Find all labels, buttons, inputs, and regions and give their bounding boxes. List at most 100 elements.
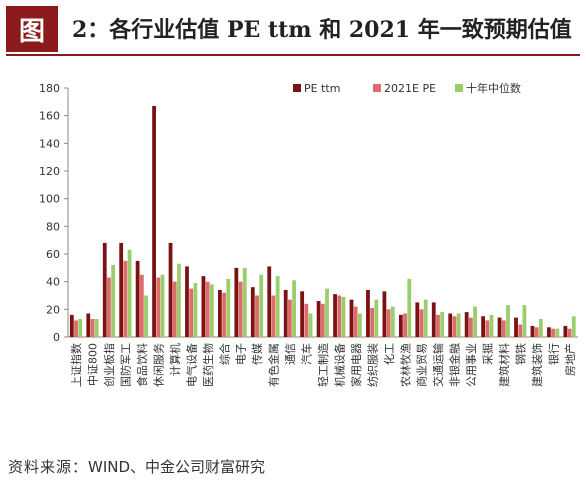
y-tick-label: 20 <box>46 303 60 316</box>
x-tick-label: 商业贸易 <box>415 343 429 387</box>
bar <box>283 289 288 337</box>
legend-swatch <box>455 84 463 92</box>
bar <box>177 263 181 337</box>
bar <box>497 317 502 337</box>
header-divider <box>6 54 580 56</box>
bar <box>259 274 264 337</box>
bar <box>501 320 506 337</box>
bar <box>325 288 329 337</box>
y-tick-label: 120 <box>39 165 60 178</box>
legend-label: 十年中位数 <box>466 81 521 95</box>
bar <box>547 327 551 337</box>
bar <box>407 278 412 337</box>
bar <box>238 281 243 337</box>
bar <box>144 295 148 337</box>
bar <box>308 313 313 337</box>
bar <box>189 288 194 337</box>
bar <box>123 260 128 337</box>
bar <box>349 299 354 337</box>
bar <box>185 266 189 337</box>
bar <box>567 328 572 337</box>
bar <box>473 306 477 337</box>
x-tick-label: 电子 <box>235 343 248 365</box>
bar <box>226 278 231 337</box>
bar <box>107 277 111 337</box>
y-tick-label: 180 <box>39 82 60 95</box>
bar <box>440 312 445 337</box>
bar <box>193 283 198 337</box>
bar <box>69 314 74 337</box>
bar <box>481 316 486 337</box>
bar <box>370 307 375 337</box>
x-tick-label: 电气设备 <box>184 343 198 387</box>
bar <box>135 260 140 337</box>
bar <box>217 289 222 337</box>
source-label: 资料来源： <box>8 458 89 476</box>
bar <box>292 280 296 337</box>
x-tick-label: 中证800 <box>87 343 100 386</box>
x-tick-label: 化工 <box>382 343 396 365</box>
bar <box>205 281 210 337</box>
x-tick-label: 综合 <box>217 343 231 365</box>
x-tick-labels: 上证指数 中证800 创业板指 国防军工 食品饮料 休闲服务 计算机 电气设备 医药生物 综合 电子… <box>69 343 577 387</box>
bar <box>366 289 370 337</box>
x-tick-label: 轻工制造 <box>316 343 330 387</box>
bar <box>86 313 91 337</box>
x-tick-label: 机械设备 <box>332 343 346 387</box>
x-tick-label: 钢铁 <box>514 343 527 365</box>
bar <box>436 314 440 337</box>
x-tick-label: 非银金融 <box>448 343 462 387</box>
bar <box>464 312 469 337</box>
bar <box>522 305 527 337</box>
bar <box>119 242 124 337</box>
bar <box>250 287 255 337</box>
bar <box>337 295 342 337</box>
bar <box>358 313 362 337</box>
bar <box>448 313 453 337</box>
bar <box>234 267 239 337</box>
bar <box>468 317 473 337</box>
bar <box>74 320 78 337</box>
bar <box>139 274 144 337</box>
bar <box>431 302 436 337</box>
bar <box>316 301 321 337</box>
figure-header: 图 2：各行业估值 PE ttm 和 2021 年一致预期估值 <box>0 0 586 60</box>
x-tick-label: 农林牧渔 <box>398 343 412 387</box>
x-tick-label: 公用事业 <box>465 343 478 387</box>
bar <box>551 328 556 337</box>
bar <box>403 313 407 337</box>
bar <box>94 319 99 337</box>
x-tick-label: 创业板指 <box>102 343 116 387</box>
x-tick-label: 建筑装饰 <box>530 343 544 387</box>
bar <box>518 324 523 337</box>
x-tick-label: 交通运输 <box>431 343 445 387</box>
legend-swatch <box>293 84 301 92</box>
bar <box>78 319 83 337</box>
bar <box>530 325 535 337</box>
bar <box>538 319 543 337</box>
bar <box>168 242 173 337</box>
legend-swatch <box>373 84 381 92</box>
bar <box>423 299 428 337</box>
bar <box>287 299 292 337</box>
bar <box>452 316 457 337</box>
bar <box>152 105 156 337</box>
legend-label: 2021E PE <box>384 82 436 95</box>
bar <box>172 281 177 337</box>
bar <box>201 276 206 337</box>
bar <box>485 320 490 337</box>
figure-badge: 图 <box>6 6 58 52</box>
x-tick-label: 医药生物 <box>201 343 215 387</box>
bar <box>320 303 325 337</box>
bar <box>398 314 403 337</box>
bar <box>555 328 560 337</box>
bar <box>456 313 461 337</box>
bar <box>160 274 165 337</box>
bar <box>111 265 116 337</box>
bar <box>102 242 107 337</box>
x-tick-label: 上证指数 <box>69 343 83 387</box>
legend-label: PE ttm <box>304 82 340 95</box>
x-tick-label: 建筑材料 <box>497 343 511 387</box>
x-tick-label: 房地产 <box>563 343 577 376</box>
bar <box>419 309 424 337</box>
